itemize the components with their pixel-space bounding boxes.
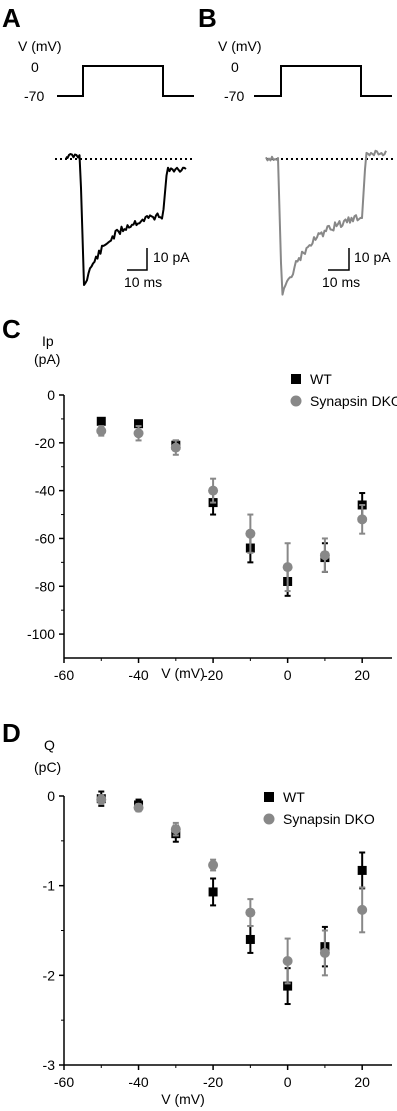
legend-marker-wt (264, 792, 274, 802)
data-point-dko (282, 562, 293, 573)
data-point-wt (208, 887, 218, 897)
x-tick-label: -40 (128, 1074, 148, 1090)
voltage-label-b: V (mV) (218, 38, 262, 54)
x-axis-label-c: V (mV) (161, 665, 205, 681)
y-tick-label: 0 (47, 387, 55, 403)
panel-c: C Ip (pA) V (mV) 0 -20 -40 -60 -80 -100 -60 -40… (2, 314, 397, 683)
panel-letter-c: C (2, 314, 21, 344)
data-point-dko (319, 947, 330, 958)
y-tick-label: -1 (43, 878, 56, 894)
x-tick-label: -20 (203, 1074, 223, 1090)
y-axis-unit-c: (pA) (34, 351, 60, 367)
panel-b: B V (mV) 0 -70 10 pA 10 ms (198, 3, 393, 296)
panel-letter-b: B (198, 3, 217, 33)
panel-letter-d: D (2, 718, 21, 748)
data-point-dko (133, 428, 144, 439)
x-tick-label: -40 (128, 667, 148, 683)
x-tick-label: 20 (354, 1074, 370, 1090)
x-tick-label: 0 (284, 667, 292, 683)
legend-label: Synapsin DKO (283, 811, 375, 827)
data-point-dko (245, 528, 256, 539)
x-tick-label: -60 (54, 1074, 74, 1090)
voltage-step-a (57, 65, 194, 97)
data-point-dko (319, 550, 330, 561)
data-point-dko (282, 955, 293, 966)
current-trace-a (65, 153, 187, 286)
level-low-b: -70 (224, 88, 244, 104)
y-axis-label-d: Q (44, 737, 55, 753)
data-point-wt (245, 934, 255, 944)
y-axis-label-c: Ip (42, 333, 54, 349)
scale-current-a: 10 pA (153, 249, 190, 265)
data-point-wt (357, 865, 367, 875)
level-high-b: 0 (231, 59, 239, 75)
x-tick-label: 20 (354, 667, 370, 683)
y-tick-label: -60 (35, 530, 55, 546)
x-tick-label: 0 (284, 1074, 292, 1090)
data-point-wt (283, 981, 293, 991)
legend-marker-dko (290, 395, 302, 407)
data-point-dko (357, 514, 368, 525)
data-point-dko (170, 824, 181, 835)
y-tick-label: -40 (35, 483, 55, 499)
data-point-dko (208, 860, 219, 871)
legend-label: Synapsin DKO (310, 393, 397, 409)
data-point-dko (133, 802, 144, 813)
data-point-dko (245, 907, 256, 918)
panel-letter-a: A (2, 3, 21, 33)
data-point-wt (134, 419, 144, 429)
legend-marker-wt (291, 374, 301, 384)
data-point-dko (96, 794, 107, 805)
data-point-wt (96, 416, 106, 426)
x-tick-label: -60 (54, 667, 74, 683)
legend-marker-dko (263, 813, 275, 825)
data-point-dko (170, 442, 181, 453)
level-high-a: 0 (31, 59, 39, 75)
y-tick-label: -80 (35, 578, 55, 594)
y-axis-unit-d: (pC) (34, 759, 61, 775)
scale-bar-b (328, 248, 350, 271)
voltage-label-a: V (mV) (18, 38, 62, 54)
legend-label: WT (283, 789, 305, 805)
y-tick-label: -2 (43, 967, 56, 983)
scale-time-a: 10 ms (124, 274, 162, 290)
scale-current-b: 10 pA (354, 249, 391, 265)
data-point-dko (96, 425, 107, 436)
scale-bar-a (127, 248, 148, 271)
panel-a: A V (mV) 0 -70 10 pA 10 ms (2, 3, 195, 290)
panel-d: D Q (pC) V (mV) 0 -1 -2 -3-60 -40 -20 0 20 WT Syn… (2, 718, 392, 1107)
y-tick-label: -20 (35, 435, 55, 451)
x-axis-label-d: V (mV) (161, 1091, 205, 1107)
data-point-dko (357, 904, 368, 915)
y-tick-label: -100 (27, 626, 55, 642)
legend-label: WT (310, 371, 332, 387)
level-low-a: -70 (24, 88, 44, 104)
x-tick-label: -20 (203, 667, 223, 683)
scale-time-b: 10 ms (322, 274, 360, 290)
y-tick-label: 0 (47, 788, 55, 804)
current-trace-b (265, 149, 387, 296)
data-point-dko (208, 485, 219, 496)
y-tick-label: -3 (43, 1057, 56, 1073)
voltage-step-b (254, 65, 392, 97)
